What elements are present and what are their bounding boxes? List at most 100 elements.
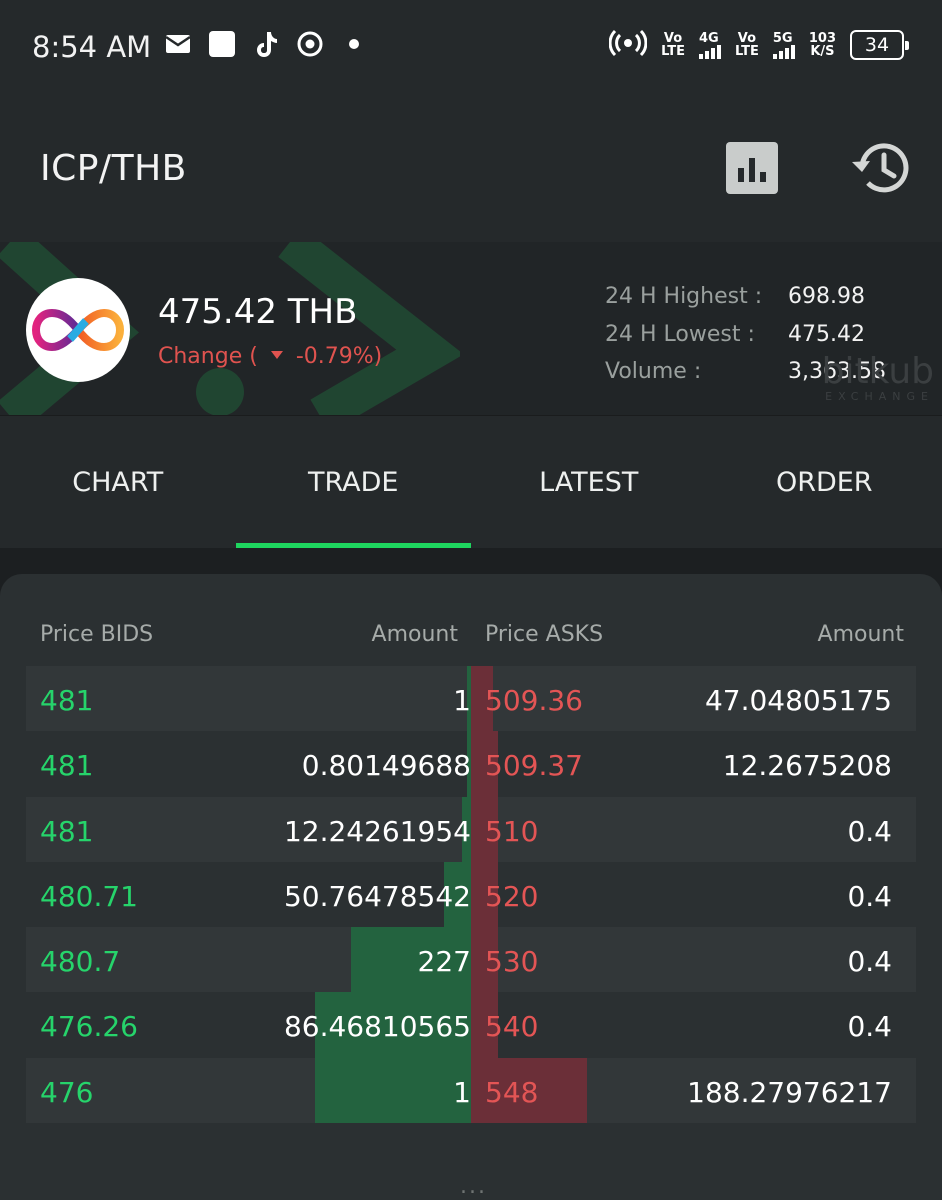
- ask-amount: 188.27976217: [687, 1075, 892, 1109]
- header-bid-amount: Amount: [371, 622, 458, 647]
- bid-depth-bar: [466, 731, 471, 797]
- bid-price: 481: [40, 684, 94, 717]
- ask-amount: 0.4: [847, 879, 892, 913]
- bid-amount: 12.24261954: [283, 814, 471, 848]
- orderbook-row[interactable]: 481 0.80149688 509.37 12.2675208: [26, 731, 916, 797]
- stat-low-label: 24 H Lowest :: [605, 321, 755, 347]
- ask-side[interactable]: 509.37 12.2675208: [471, 731, 916, 797]
- caret-down-icon: [270, 351, 283, 359]
- ask-side[interactable]: 509.36 47.04805175: [471, 666, 916, 732]
- orderbook-row[interactable]: 476.26 86.46810565 540 0.4: [26, 992, 916, 1058]
- tab-latest[interactable]: LATEST: [539, 466, 639, 498]
- ask-depth-bar: [471, 731, 498, 797]
- sim2-net: 5G: [772, 30, 793, 46]
- coin-logo: [26, 278, 130, 382]
- bid-amount: 1: [453, 684, 471, 717]
- change-value: -0.79%): [295, 344, 383, 369]
- header-ask-price: Price ASKS: [485, 622, 604, 647]
- tab-chart[interactable]: CHART: [72, 466, 164, 498]
- sim1-label-top: Vo: [663, 31, 683, 46]
- bid-price: 476: [40, 1075, 94, 1109]
- stat-high-value: 698.98: [788, 284, 865, 310]
- more-indicator[interactable]: ...: [460, 1174, 487, 1199]
- tiktok-icon: [252, 30, 280, 58]
- header-bid-price: Price BIDS: [40, 622, 154, 647]
- bid-amount: 50.76478542: [283, 879, 471, 913]
- ask-price: 548: [485, 1075, 539, 1109]
- ask-side[interactable]: 530 0.4: [471, 927, 916, 993]
- bid-depth-bar: [444, 861, 471, 928]
- bid-side[interactable]: 480.71 50.76478542: [26, 861, 471, 928]
- app-header: ICP/THB: [0, 96, 942, 242]
- ask-amount: 47.04805175: [704, 684, 892, 717]
- bid-side[interactable]: 481 0.80149688: [26, 731, 471, 797]
- ask-side[interactable]: 510 0.4: [471, 796, 916, 862]
- system-icons: Vo LTE 4G Vo LTE 5G 103 K/S 34: [608, 28, 909, 62]
- signal-icon: [772, 44, 795, 59]
- orderbook-row[interactable]: 476 1 548 188.27976217: [26, 1057, 916, 1124]
- ask-side[interactable]: 540 0.4: [471, 992, 916, 1058]
- ask-price: 510: [485, 814, 539, 848]
- bitkub-watermark: bitkub EXCHANGE: [821, 351, 934, 404]
- page-title: ICP/THB: [40, 148, 187, 189]
- bid-price: 480.71: [40, 879, 138, 913]
- sim2-label-bottom: LTE: [734, 44, 759, 59]
- chrome-icon: [296, 30, 324, 58]
- tab-bar: CHART TRADE LATEST ORDER: [0, 416, 942, 548]
- bid-side[interactable]: 481 12.24261954: [26, 796, 471, 862]
- status-bar: 8:54 AM Vo LTE 4G: [0, 0, 942, 96]
- status-time: 8:54 AM: [32, 30, 152, 64]
- ask-side[interactable]: 548 188.27976217: [471, 1057, 916, 1124]
- net-speed-unit: K/S: [810, 44, 835, 59]
- watermark-sub: EXCHANGE: [825, 390, 934, 403]
- bid-amount: 1: [453, 1075, 471, 1109]
- signal-icon: [698, 44, 721, 59]
- bid-depth-bar: [350, 927, 471, 993]
- bid-amount: 0.80149688: [301, 749, 471, 783]
- sim1-volte: Vo LTE: [661, 32, 685, 58]
- orderbook-header: Price BIDS Amount Price ASKS Amount: [26, 618, 916, 654]
- bid-side[interactable]: 480.7 227: [26, 927, 471, 993]
- icp-infinity-icon: [31, 308, 125, 352]
- ask-price: 520: [485, 879, 539, 913]
- bid-side[interactable]: 476.26 86.46810565: [26, 992, 471, 1058]
- ask-price: 509.36: [485, 684, 583, 717]
- ticker-panel: 475.42 THB Change ( -0.79%) 24 H Highest…: [0, 242, 942, 416]
- ask-amount: 0.4: [847, 945, 892, 979]
- ask-price: 530: [485, 945, 539, 979]
- stat-high: 24 H Highest : 698.98: [605, 278, 886, 316]
- bid-depth-bar: [315, 1057, 471, 1124]
- ask-depth-bar: [471, 1057, 587, 1124]
- bid-side[interactable]: 481 1: [26, 666, 471, 732]
- ask-side[interactable]: 520 0.4: [471, 861, 916, 928]
- ask-depth-bar: [471, 861, 498, 928]
- bid-amount: 86.46810565: [283, 1010, 471, 1044]
- bid-side[interactable]: 476 1: [26, 1057, 471, 1124]
- tab-order[interactable]: ORDER: [775, 466, 873, 498]
- orderbook-row[interactable]: 480.71 50.76478542 520 0.4: [26, 861, 916, 928]
- bar-chart-icon[interactable]: [726, 142, 778, 194]
- orderbook-row[interactable]: 480.7 227 530 0.4: [26, 927, 916, 993]
- stat-low: 24 H Lowest : 475.42: [605, 316, 886, 354]
- net-speed: 103 K/S: [809, 32, 836, 58]
- history-icon[interactable]: [848, 138, 912, 198]
- price-change: Change ( -0.79%): [158, 344, 382, 369]
- orderbook-rows: 481 1 509.36 47.04805175 481 0.80149688 509.37…: [26, 666, 916, 1124]
- ask-depth-bar: [471, 927, 498, 993]
- app-square-icon: [208, 30, 236, 58]
- dot-icon: [340, 30, 368, 58]
- watermark-main: bitkub: [821, 351, 934, 392]
- header-ask-amount: Amount: [817, 622, 904, 647]
- orderbook-row[interactable]: 481 1 509.36 47.04805175: [26, 666, 916, 732]
- battery-level: 34: [864, 34, 890, 56]
- stat-high-label: 24 H Highest :: [605, 284, 763, 310]
- sim1-label-bottom: LTE: [661, 44, 685, 59]
- ask-depth-bar: [471, 992, 498, 1058]
- tab-trade[interactable]: TRADE: [235, 416, 472, 548]
- sim1-signal: 4G: [698, 32, 721, 59]
- ask-amount: 12.2675208: [722, 749, 892, 783]
- ask-price: 509.37: [485, 749, 583, 783]
- ask-amount: 0.4: [847, 1010, 892, 1044]
- sim2-signal: 5G: [772, 30, 795, 59]
- orderbook-row[interactable]: 481 12.24261954 510 0.4: [26, 796, 916, 862]
